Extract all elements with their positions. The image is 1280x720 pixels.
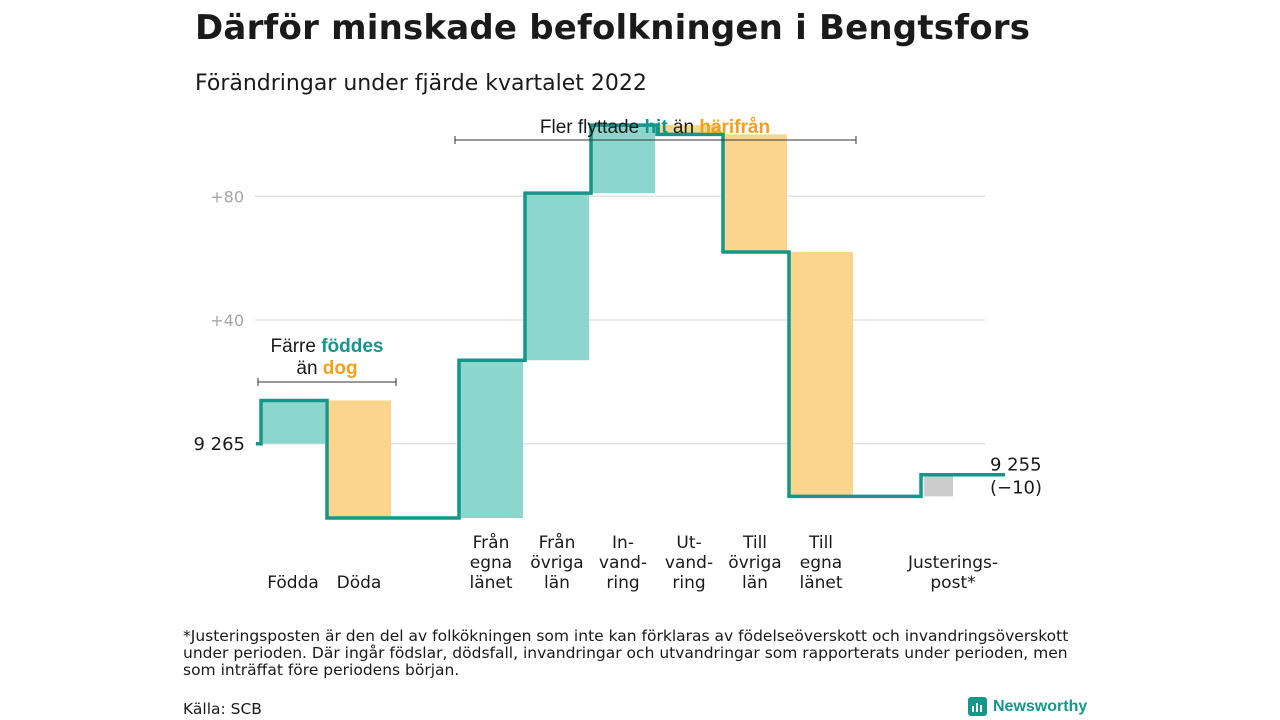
newsworthy-logo: Newsworthy (968, 697, 1087, 716)
bar (723, 134, 787, 252)
running-total-line (256, 123, 1005, 520)
running-total-path (256, 123, 1005, 520)
bar (591, 125, 655, 194)
bars (261, 125, 953, 518)
category-label: post* (930, 573, 975, 593)
category-label: län (742, 573, 768, 593)
births-annotation: Färre föddes än dog (257, 336, 397, 386)
category-label: län (544, 573, 570, 593)
bar (327, 400, 391, 518)
category-label: Till (742, 533, 767, 553)
category-label: egna (800, 553, 842, 573)
category-label: Döda (337, 573, 382, 593)
migration-annotation-text: Fler flyttade hit än härifrån (540, 117, 770, 138)
start-value-label: 9 265 (193, 434, 245, 455)
category-label: övriga (728, 553, 781, 573)
category-label: Ut- (676, 533, 701, 553)
chart-title: Därför minskade befolkningen i Bengtsfor… (195, 8, 1031, 48)
category-label: vand- (599, 553, 647, 573)
category-label: ring (606, 573, 639, 593)
category-label: vand- (665, 553, 713, 573)
category-label: Till (808, 533, 833, 553)
births-annotation-line2: än dog (296, 358, 357, 379)
newsworthy-logo-icon (968, 697, 987, 716)
end-value-label: 9 255 (990, 455, 1042, 476)
category-label: ring (672, 573, 705, 593)
change-label: (−10) (990, 478, 1042, 499)
chart-subtitle: Förändringar under fjärde kvartalet 2022 (195, 71, 647, 96)
migration-annotation: Fler flyttade hit än härifrån (454, 117, 857, 144)
category-label: Födda (267, 573, 319, 593)
category-label: Från (539, 532, 576, 553)
bar (459, 360, 523, 518)
category-label: Justerings- (907, 553, 998, 573)
category-label: egna (470, 553, 512, 573)
category-label: In- (612, 533, 634, 553)
bar (657, 125, 721, 135)
source: Källa: SCB (183, 700, 262, 718)
births-annotation-line1: Färre föddes (271, 336, 384, 357)
category-label: länet (469, 573, 512, 593)
category-label: länet (799, 573, 842, 593)
footnote: *Justeringsposten är den del av folkökni… (183, 627, 1069, 679)
bar (789, 251, 853, 497)
newsworthy-logo-text: Newsworthy (993, 697, 1088, 715)
category-label: övriga (530, 553, 583, 573)
bar (525, 193, 589, 361)
bar (924, 474, 953, 497)
y-tick-label: +80 (210, 187, 244, 206)
category-label: Från (473, 532, 510, 553)
bar (261, 400, 325, 444)
y-tick-label: +40 (210, 311, 244, 330)
